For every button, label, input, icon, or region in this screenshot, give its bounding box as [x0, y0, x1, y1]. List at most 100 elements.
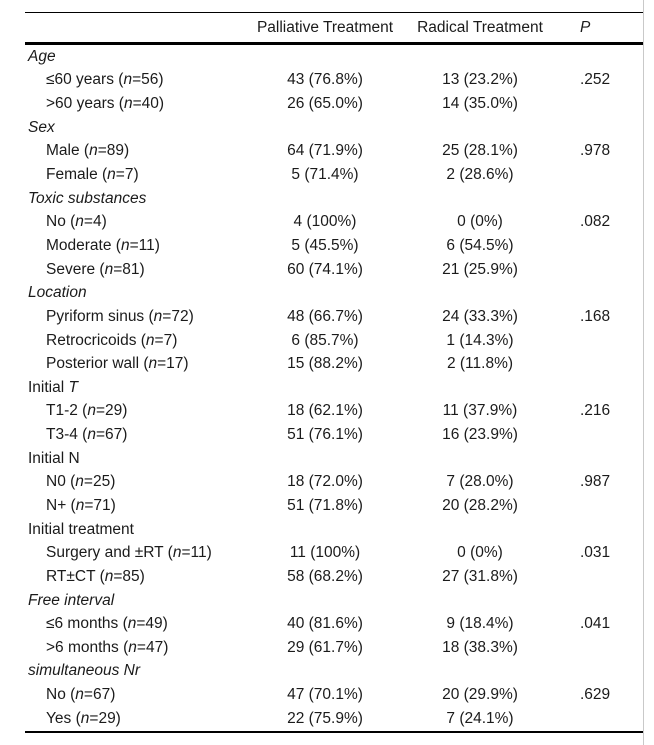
palliative-value: 11 (100%): [289, 544, 361, 562]
row-label: Age: [28, 47, 56, 65]
table-row: Female (n=7) 5 (71.4%) 2 (28.6%): [25, 163, 643, 187]
radical-value: 0 (0%): [457, 544, 503, 562]
radical-value: 7 (24.1%): [446, 709, 514, 727]
palliative-value: 40 (81.6%): [287, 615, 363, 633]
radical-value: 2 (28.6%): [446, 166, 514, 184]
table-body: Age ≤60 years (n=56) 43 (76.8%) 13 (23.2%).…: [25, 45, 643, 731]
table-row: N+ (n=71) 51 (71.8%) 20 (28.2%): [25, 494, 643, 518]
p-value: .216: [580, 402, 611, 420]
header-p-value: P: [560, 19, 643, 37]
table-top-rule: [25, 12, 643, 13]
category-row: Sex: [25, 116, 643, 140]
table-row: RT±CT (n=85) 58 (68.2%) 27 (31.8%): [25, 565, 643, 589]
radical-value: 2 (11.8%): [446, 355, 514, 373]
palliative-value: 22 (75.9%): [287, 709, 363, 727]
table-row: >6 months (n=47) 29 (61.7%) 18 (38.3%): [25, 636, 643, 660]
row-label: Initial treatment: [28, 520, 134, 538]
table-row: ≤6 months (n=49) 40 (81.6%) 9 (18.4%) .041: [25, 612, 643, 636]
palliative-value: 29 (61.7%): [287, 638, 363, 656]
palliative-value: 64 (71.9%): [287, 142, 363, 160]
row-label: Retrocricoids (n=7): [46, 331, 178, 349]
radical-value: 11 (37.9%): [442, 402, 518, 420]
table-row: N0 (n=25) 18 (72.0%) 7 (28.0%) .987: [25, 471, 643, 495]
table-row: ≤60 years (n=56) 43 (76.8%) 13 (23.2%) .252: [25, 69, 643, 93]
table-row: >60 years (n=40) 26 (65.0%) 14 (35.0%): [25, 92, 643, 116]
palliative-value: 18 (72.0%): [287, 473, 363, 491]
p-value: .168: [580, 307, 611, 325]
row-label: T1-2 (n=29): [46, 402, 128, 420]
p-header-label: P: [580, 18, 591, 36]
table-header-row: Palliative Treatment Radical Treatment P: [25, 13, 643, 42]
table-row: No (n=67) 47 (70.1%) 20 (29.9%) .629: [25, 683, 643, 707]
row-label: Yes (n=29): [46, 709, 121, 727]
table-row: Posterior wall (n=17) 15 (88.2%) 2 (11.8%): [25, 352, 643, 376]
row-label: RT±CT (n=85): [46, 567, 145, 585]
radical-value: 13 (23.2%): [442, 71, 518, 89]
category-row: Initial treatment: [25, 518, 643, 542]
row-label: Surgery and ±RT (n=11): [46, 544, 212, 562]
row-label: ≤6 months (n=49): [46, 615, 168, 633]
row-label: Initial T: [28, 378, 78, 396]
row-label: N+ (n=71): [46, 496, 116, 514]
p-value: .041: [580, 615, 611, 633]
p-value: .978: [580, 142, 611, 160]
radical-value: 21 (25.9%): [442, 260, 518, 278]
category-row: Age: [25, 45, 643, 69]
category-row: simultaneous Nr: [25, 660, 643, 684]
radical-value: 24 (33.3%): [442, 307, 518, 325]
row-label: No (n=4): [46, 213, 107, 231]
p-value: .987: [580, 473, 611, 491]
table-row: Pyriform sinus (n=72) 48 (66.7%) 24 (33.3%…: [25, 305, 643, 329]
palliative-value: 4 (100%): [293, 213, 357, 231]
page-edge-line: [643, 0, 644, 745]
table-row: T1-2 (n=29) 18 (62.1%) 11 (37.9%) .216: [25, 400, 643, 424]
category-row: Location: [25, 281, 643, 305]
radical-value: 7 (28.0%): [446, 473, 514, 491]
p-value: .082: [580, 213, 611, 231]
radical-value: 1 (14.3%): [446, 331, 514, 349]
palliative-value: 43 (76.8%): [287, 71, 363, 89]
row-label: simultaneous Nr: [28, 662, 140, 680]
table-bottom-rule: [25, 731, 643, 733]
category-row: Initial N: [25, 447, 643, 471]
row-label: Female (n=7): [46, 166, 139, 184]
p-value: .031: [580, 544, 611, 562]
palliative-value: 60 (74.1%): [287, 260, 363, 278]
category-row: Toxic substances: [25, 187, 643, 211]
radical-value: 27 (31.8%): [442, 567, 518, 585]
table-row: Severe (n=81) 60 (74.1%) 21 (25.9%): [25, 258, 643, 282]
palliative-value: 15 (88.2%): [287, 355, 363, 373]
radical-value: 9 (18.4%): [446, 615, 514, 633]
table-row: Male (n=89) 64 (71.9%) 25 (28.1%) .978: [25, 140, 643, 164]
row-label: No (n=67): [46, 686, 116, 704]
table-row: No (n=4) 4 (100%) 0 (0%) .082: [25, 210, 643, 234]
radical-value: 25 (28.1%): [442, 142, 518, 160]
row-label: >6 months (n=47): [46, 638, 169, 656]
radical-value: 18 (38.3%): [442, 638, 518, 656]
header-radical-treatment: Radical Treatment: [417, 18, 543, 36]
palliative-value: 47 (70.1%): [287, 686, 363, 704]
p-value: .629: [580, 686, 611, 704]
radical-value: 16 (23.9%): [442, 426, 518, 444]
p-value: .252: [580, 71, 611, 89]
palliative-value: 51 (76.1%): [287, 426, 363, 444]
row-label: Initial N: [28, 449, 80, 467]
radical-value: 6 (54.5%): [446, 236, 514, 254]
palliative-value: 6 (85.7%): [291, 331, 359, 349]
row-label: Severe (n=81): [46, 260, 145, 278]
row-label: Moderate (n=11): [46, 236, 160, 254]
palliative-value: 51 (71.8%): [287, 496, 363, 514]
category-row: Free interval: [25, 589, 643, 613]
row-label: N0 (n=25): [46, 473, 116, 491]
palliative-value: 26 (65.0%): [287, 95, 363, 113]
row-label: Sex: [28, 118, 55, 136]
row-label: T3-4 (n=67): [46, 426, 128, 444]
table-row: Yes (n=29) 22 (75.9%) 7 (24.1%): [25, 707, 643, 731]
palliative-value: 5 (45.5%): [291, 236, 359, 254]
radical-value: 20 (28.2%): [442, 496, 518, 514]
table-row: T3-4 (n=67) 51 (76.1%) 16 (23.9%): [25, 423, 643, 447]
row-label: Toxic substances: [28, 189, 147, 207]
radical-value: 0 (0%): [457, 213, 503, 231]
header-palliative-treatment: Palliative Treatment: [256, 18, 394, 36]
row-label: >60 years (n=40): [46, 95, 165, 113]
